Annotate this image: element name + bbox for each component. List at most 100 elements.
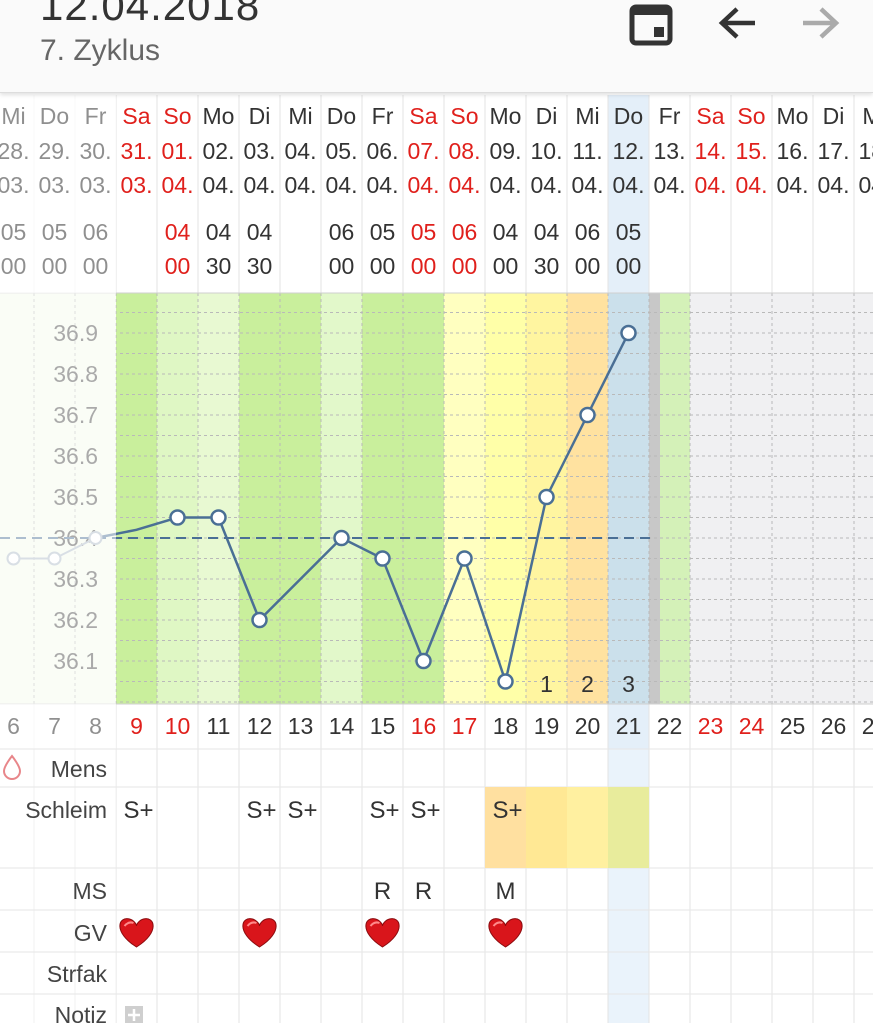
temperature-point[interactable] <box>415 652 432 670</box>
temperature-point[interactable] <box>333 529 350 547</box>
arrow-left-icon[interactable] <box>712 0 762 50</box>
cycle-day-number: 6 <box>7 713 20 739</box>
weekday-label: Fr <box>85 103 107 129</box>
measure-minute: 00 <box>575 253 601 279</box>
schleim-value: S+ <box>287 797 317 824</box>
phase-band <box>280 293 321 704</box>
temperature-point[interactable] <box>210 509 227 526</box>
weekday-label: Do <box>614 103 643 129</box>
high-temp-count: 2 <box>581 671 594 697</box>
measure-hour: 04 <box>165 219 191 245</box>
date-day: 08. <box>449 138 481 164</box>
today-header-highlight <box>608 95 649 293</box>
temperature-point[interactable] <box>169 509 186 526</box>
measure-hour: 04 <box>247 219 273 245</box>
cycle-day-number: 23 <box>698 713 724 739</box>
heart-icon <box>488 918 523 948</box>
strfak-row-label: Strfak <box>47 961 108 987</box>
date-month: 03. <box>0 172 29 198</box>
weekday-label: Mi <box>575 103 599 129</box>
schleim-band <box>485 787 526 868</box>
weekday-label: Di <box>823 103 845 129</box>
cycle-day-number: 24 <box>739 713 765 739</box>
measure-hour: 06 <box>329 219 355 245</box>
drop-icon <box>2 754 22 780</box>
measure-minute: 00 <box>493 253 519 279</box>
measure-hour: 05 <box>1 219 27 245</box>
today-highlight <box>608 293 649 704</box>
date-day: 15. <box>736 138 768 164</box>
app-header: 12.04.2018 7. Zyklus <box>0 0 873 93</box>
high-temp-count: 3 <box>622 671 635 697</box>
heart-shine <box>123 921 134 927</box>
weekday-label: Do <box>327 103 356 129</box>
temperature-point[interactable] <box>456 550 473 567</box>
date-month: 04. <box>531 172 563 198</box>
measure-minute: 00 <box>329 253 355 279</box>
ms-value: R <box>374 878 391 905</box>
measure-minute: 00 <box>452 253 478 279</box>
calendar-icon[interactable] <box>626 0 676 50</box>
heart-shine <box>246 921 257 927</box>
cycle-day-number: 9 <box>130 713 143 739</box>
date-day: 18. <box>859 138 873 164</box>
date-month: 04. <box>408 172 440 198</box>
measure-hour: 05 <box>42 219 68 245</box>
phase-band <box>813 293 854 704</box>
phase-band <box>362 293 403 704</box>
weekday-label: Mo <box>777 103 809 129</box>
date-month: 03. <box>121 172 153 198</box>
cycle-day-number: 27 <box>862 713 873 739</box>
weekday-label: Do <box>40 103 69 129</box>
cycle-day-number: 12 <box>247 713 273 739</box>
cycle-day-number: 13 <box>288 713 314 739</box>
today-divider <box>649 293 660 704</box>
measure-minute: 00 <box>1 253 27 279</box>
cycle-day-number: 19 <box>534 713 560 739</box>
measure-minute: 00 <box>165 253 191 279</box>
temperature-point[interactable] <box>497 673 514 690</box>
measure-hour: 05 <box>616 219 642 245</box>
arrow-right-icon[interactable] <box>796 0 846 50</box>
date-month: 04. <box>285 172 317 198</box>
measure-hour: 05 <box>370 219 396 245</box>
schleim-value: S+ <box>246 797 276 824</box>
header-date: 12.04.2018 <box>40 0 261 29</box>
phase-band <box>772 293 813 704</box>
date-day: 28. <box>0 138 29 164</box>
heart-icon <box>242 918 277 948</box>
date-month: 04. <box>859 172 873 198</box>
date-month: 03. <box>80 172 112 198</box>
measure-minute: 00 <box>42 253 68 279</box>
temperature-point[interactable] <box>374 550 391 567</box>
date-day: 30. <box>80 138 112 164</box>
date-day: 17. <box>818 138 850 164</box>
cycle-day-number: 18 <box>493 713 519 739</box>
cycle-day-number: 25 <box>780 713 806 739</box>
date-day: 02. <box>203 138 235 164</box>
phase-band <box>690 293 731 704</box>
date-day: 09. <box>490 138 522 164</box>
date-day: 13. <box>654 138 686 164</box>
cycle-day-number: 21 <box>616 713 642 739</box>
cycle-day-number: 14 <box>329 713 355 739</box>
high-temp-count: 1 <box>540 671 553 697</box>
date-day: 11. <box>572 138 602 164</box>
weekday-label: Di <box>249 103 271 129</box>
date-month: 04. <box>777 172 809 198</box>
date-month: 04. <box>203 172 235 198</box>
phase-band <box>567 293 608 704</box>
cycle-day-number: 11 <box>207 713 231 739</box>
heart-shine <box>369 921 380 927</box>
cycle-day-number: 10 <box>165 713 191 739</box>
temperature-point[interactable] <box>538 488 555 506</box>
date-day: 05. <box>326 138 358 164</box>
cycle-day-number: 17 <box>452 713 478 739</box>
date-day: 07. <box>408 138 440 164</box>
weekday-label: Fr <box>372 103 394 129</box>
weekday-label: So <box>737 103 765 129</box>
temperature-point[interactable] <box>579 406 596 424</box>
temperature-point[interactable] <box>620 324 637 342</box>
temperature-point[interactable] <box>251 611 268 629</box>
